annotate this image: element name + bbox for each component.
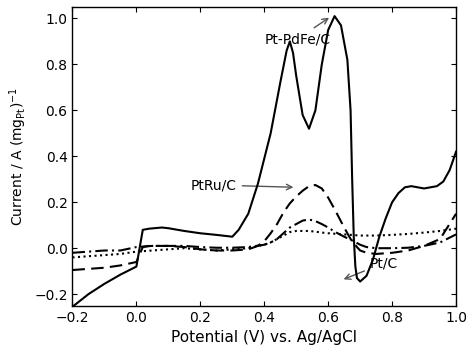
Text: PtRu/C: PtRu/C	[191, 178, 292, 192]
Y-axis label: Current / A $\mathregular{(mg_{Pt})^{-1}}$: Current / A $\mathregular{(mg_{Pt})^{-1}…	[7, 87, 28, 226]
Text: Pt/C: Pt/C	[345, 256, 398, 279]
Text: Pt-PdFe/C: Pt-PdFe/C	[264, 19, 330, 46]
X-axis label: Potential (V) vs. Ag/AgCl: Potential (V) vs. Ag/AgCl	[171, 330, 357, 345]
